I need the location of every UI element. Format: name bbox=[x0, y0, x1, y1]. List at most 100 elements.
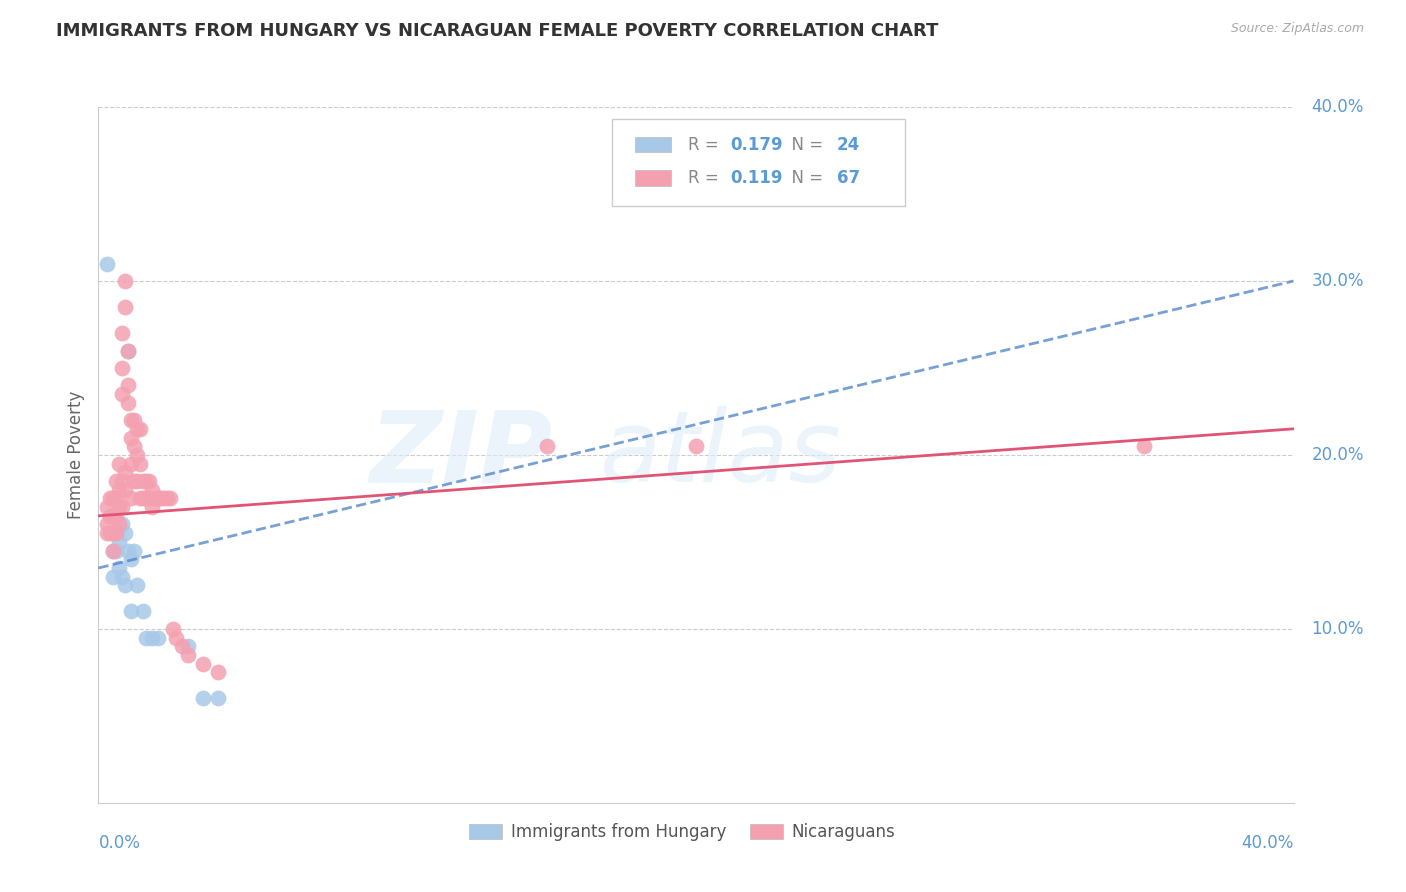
Point bbox=[114, 466, 136, 480]
Point bbox=[103, 508, 125, 523]
Point bbox=[111, 517, 134, 532]
Point bbox=[172, 639, 194, 653]
Point bbox=[108, 561, 131, 575]
Point bbox=[108, 483, 131, 497]
Point bbox=[105, 491, 128, 506]
Point bbox=[105, 526, 128, 541]
Point bbox=[108, 517, 131, 532]
Point bbox=[143, 491, 166, 506]
Point bbox=[103, 526, 125, 541]
Point bbox=[127, 474, 149, 488]
Point bbox=[135, 474, 157, 488]
Text: 10.0%: 10.0% bbox=[1312, 620, 1364, 638]
Point bbox=[114, 274, 136, 288]
Point bbox=[124, 543, 146, 558]
Point bbox=[105, 508, 128, 523]
Point bbox=[117, 343, 139, 358]
Point bbox=[111, 570, 134, 584]
FancyBboxPatch shape bbox=[470, 823, 502, 839]
Point bbox=[105, 543, 128, 558]
Point bbox=[177, 639, 200, 653]
Point bbox=[148, 491, 170, 506]
Point bbox=[98, 508, 122, 523]
Point bbox=[127, 578, 149, 592]
Point bbox=[117, 378, 139, 392]
Point bbox=[111, 360, 134, 375]
FancyBboxPatch shape bbox=[636, 137, 671, 153]
Point bbox=[685, 439, 707, 453]
Point bbox=[117, 543, 139, 558]
Text: N =: N = bbox=[780, 136, 828, 153]
Point bbox=[141, 500, 163, 514]
FancyBboxPatch shape bbox=[613, 119, 905, 206]
Point bbox=[120, 605, 142, 619]
Text: 20.0%: 20.0% bbox=[1312, 446, 1364, 464]
Point bbox=[132, 605, 155, 619]
Point bbox=[135, 631, 157, 645]
Point bbox=[96, 526, 118, 541]
Point bbox=[114, 578, 136, 592]
Point bbox=[103, 491, 125, 506]
Point bbox=[127, 422, 149, 436]
Y-axis label: Female Poverty: Female Poverty bbox=[66, 391, 84, 519]
Point bbox=[105, 474, 128, 488]
Point bbox=[138, 491, 160, 506]
Point bbox=[120, 491, 142, 506]
Point bbox=[98, 491, 122, 506]
Point bbox=[120, 552, 142, 566]
Point bbox=[120, 457, 142, 471]
Point bbox=[120, 413, 142, 427]
Point bbox=[135, 491, 157, 506]
Point bbox=[191, 657, 214, 671]
Point bbox=[177, 648, 200, 662]
Point bbox=[132, 474, 155, 488]
Point bbox=[536, 439, 558, 453]
Text: IMMIGRANTS FROM HUNGARY VS NICARAGUAN FEMALE POVERTY CORRELATION CHART: IMMIGRANTS FROM HUNGARY VS NICARAGUAN FE… bbox=[56, 22, 939, 40]
Text: 0.119: 0.119 bbox=[731, 169, 783, 187]
Text: N =: N = bbox=[780, 169, 828, 187]
Point bbox=[114, 483, 136, 497]
Point bbox=[148, 631, 170, 645]
Point bbox=[124, 439, 146, 453]
Point bbox=[150, 491, 173, 506]
Point bbox=[96, 257, 118, 271]
FancyBboxPatch shape bbox=[749, 823, 783, 839]
Point bbox=[111, 500, 134, 514]
Point bbox=[191, 691, 214, 706]
Point bbox=[98, 526, 122, 541]
Text: 24: 24 bbox=[837, 136, 860, 153]
Text: 30.0%: 30.0% bbox=[1312, 272, 1364, 290]
Point bbox=[141, 631, 163, 645]
Point bbox=[129, 457, 152, 471]
Point bbox=[159, 491, 181, 506]
Point bbox=[156, 491, 179, 506]
Point bbox=[111, 474, 134, 488]
Point bbox=[108, 457, 131, 471]
Text: R =: R = bbox=[688, 169, 724, 187]
Text: Immigrants from Hungary: Immigrants from Hungary bbox=[510, 823, 725, 841]
Point bbox=[124, 474, 146, 488]
Text: atlas: atlas bbox=[600, 407, 842, 503]
Point bbox=[138, 474, 160, 488]
Point bbox=[114, 526, 136, 541]
Text: 0.0%: 0.0% bbox=[98, 834, 141, 852]
Point bbox=[105, 526, 128, 541]
Point bbox=[120, 430, 142, 444]
Point bbox=[103, 543, 125, 558]
Point bbox=[129, 422, 152, 436]
Point bbox=[96, 517, 118, 532]
Text: R =: R = bbox=[688, 136, 724, 153]
Point bbox=[117, 395, 139, 409]
Point bbox=[114, 300, 136, 314]
FancyBboxPatch shape bbox=[636, 170, 671, 186]
Text: 40.0%: 40.0% bbox=[1241, 834, 1294, 852]
Point bbox=[111, 387, 134, 401]
Point bbox=[103, 570, 125, 584]
Point bbox=[207, 665, 229, 680]
Point bbox=[117, 343, 139, 358]
Point bbox=[108, 534, 131, 549]
Point bbox=[108, 500, 131, 514]
Point bbox=[124, 413, 146, 427]
Point bbox=[103, 543, 125, 558]
Point bbox=[129, 491, 152, 506]
